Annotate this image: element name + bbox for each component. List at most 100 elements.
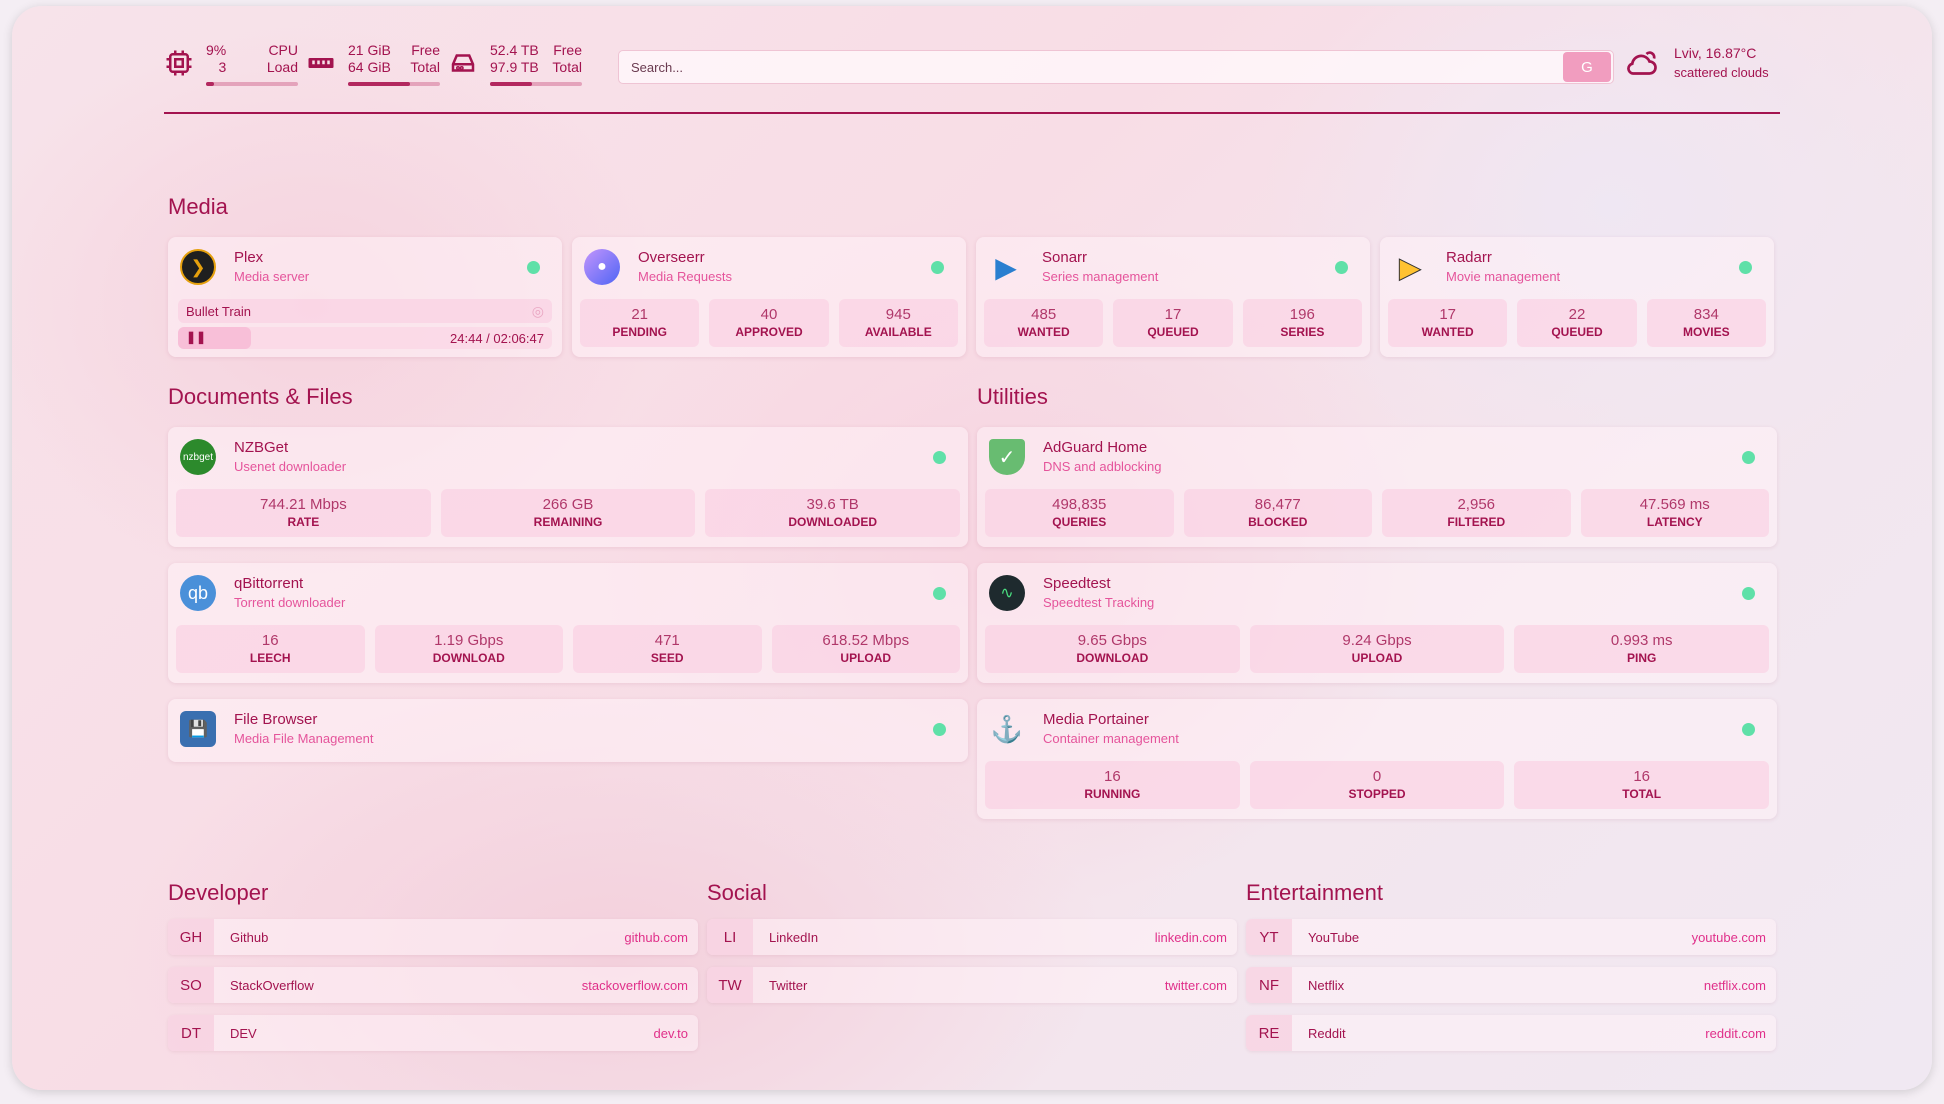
plex-card[interactable]: ❯ Plex Media server Bullet Train ◎ ❚❚ 24:44 / …	[168, 237, 562, 357]
stat-label: STOPPED	[1348, 787, 1406, 801]
stat-value: 1.19 Gbps	[434, 632, 504, 649]
stat-block: 47.569 ms LATENCY	[1580, 489, 1769, 537]
stat-block: 266 GB REMAINING	[440, 489, 696, 537]
stat-label: APPROVED	[735, 325, 803, 339]
memory-bar	[348, 82, 440, 86]
stat-label: TOTAL	[1622, 787, 1662, 801]
overseerr-card[interactable]: ● Overseerr Media Requests 21 PENDING 40 APPRO…	[572, 237, 966, 357]
stat-block: 0 STOPPED	[1249, 761, 1505, 809]
stat-block: 744.21 Mbps RATE	[176, 489, 431, 537]
cpu-widget: 9% 3 CPU Load	[164, 42, 298, 86]
cpu-label: CPU	[268, 42, 298, 58]
stat-value: 86,477	[1254, 496, 1301, 513]
stats-row: 16 LEECH 1.19 Gbps DOWNLOAD 471 SEED 618.52 Mb…	[176, 625, 960, 673]
qbittorrent-card[interactable]: qb qBittorrent Torrent downloader 16 LEECH 1.…	[168, 563, 968, 683]
service-description: Torrent downloader	[234, 595, 346, 610]
stat-label: FILTERED	[1447, 515, 1506, 529]
service-name[interactable]: NZBGet	[234, 439, 289, 456]
service-name[interactable]: AdGuard Home	[1043, 439, 1148, 456]
now-playing-title-row: Bullet Train ◎	[178, 299, 552, 323]
dashboard: 9% 3 CPU Load 21 GiB 64 GiB Free Total 52.4 TB…	[12, 6, 1932, 1090]
stat-block: 618.52 Mbps UPLOAD	[771, 625, 960, 673]
stat-value: 16	[261, 632, 279, 649]
service-name[interactable]: File Browser	[234, 711, 318, 728]
service-name[interactable]: Radarr	[1446, 249, 1492, 266]
nzbget-card[interactable]: nzbget NZBGet Usenet downloader 744.21 Mbps…	[168, 427, 968, 547]
media-info-icon[interactable]: ◎	[531, 302, 544, 319]
service-name[interactable]: qBittorrent	[234, 575, 304, 592]
bookmark-netflix[interactable]: NF Netflix netflix.com	[1246, 967, 1776, 1003]
section-media: Media	[168, 194, 228, 219]
stat-label: PING	[1627, 651, 1657, 665]
portainer-icon: ⚓	[990, 713, 1024, 744]
stat-label: REMAINING	[533, 515, 603, 529]
bookmark-linkedin[interactable]: LI LinkedIn linkedin.com	[707, 919, 1237, 955]
stat-label: SERIES	[1280, 325, 1325, 339]
bookmark-twitter[interactable]: TW Twitter twitter.com	[707, 967, 1237, 1003]
stat-block: 21 PENDING	[580, 299, 700, 347]
stat-value: 2,956	[1457, 496, 1496, 513]
bookmark-abbr-icon: GH	[168, 919, 214, 955]
service-name[interactable]: Plex	[234, 249, 264, 266]
stat-value: 21	[631, 306, 648, 323]
stat-value: 0	[1372, 768, 1382, 785]
service-name[interactable]: Speedtest	[1043, 575, 1111, 592]
stat-label: WANTED	[1421, 325, 1474, 339]
stat-value: 471	[654, 632, 680, 649]
service-name[interactable]: Sonarr	[1042, 249, 1088, 266]
status-indicator	[1742, 451, 1755, 464]
stat-value: 498,835	[1052, 496, 1107, 513]
radarr-card[interactable]: ▶ Radarr Movie management 17 WANTED 22 QUEUED 8…	[1380, 237, 1774, 357]
section-utilities: Utilities	[977, 384, 1048, 409]
stat-value: 16	[1633, 768, 1651, 785]
bookmark-name: YouTube	[1308, 929, 1360, 945]
stat-label: DOWNLOAD	[1076, 651, 1149, 665]
memory-total: 64 GiB	[348, 59, 391, 75]
media-portainer-card[interactable]: ⚓ Media Portainer Container management 16 RU…	[977, 699, 1777, 819]
bookmark-url: linkedin.com	[1154, 929, 1227, 945]
service-name[interactable]: Media Portainer	[1043, 711, 1149, 728]
bookmark-dev[interactable]: DT DEV dev.to	[168, 1015, 698, 1051]
playback-time: 24:44 / 02:06:47	[450, 331, 544, 346]
bookmark-url: reddit.com	[1705, 1025, 1766, 1041]
file-browser-card[interactable]: 💾 File Browser Media File Management	[168, 699, 968, 762]
search-engine-button[interactable]: G	[1563, 52, 1611, 82]
bookmark-reddit[interactable]: RE Reddit reddit.com	[1246, 1015, 1776, 1051]
stat-label: DOWNLOADED	[788, 515, 878, 529]
disk-icon	[451, 54, 475, 72]
bookmark-github[interactable]: GH Github github.com	[168, 919, 698, 955]
stat-label: UPLOAD	[1351, 651, 1403, 665]
bookmark-abbr-icon: SO	[168, 967, 214, 1003]
stat-block: 16 LEECH	[176, 625, 365, 673]
adguard-home-card[interactable]: ✓ AdGuard Home DNS and adblocking 498,835 QU…	[977, 427, 1777, 547]
stat-block: 196 SERIES	[1242, 299, 1362, 347]
bookmark-stackoverflow[interactable]: SO StackOverflow stackoverflow.com	[168, 967, 698, 1003]
status-indicator	[933, 451, 946, 464]
bookmark-name: Github	[230, 929, 269, 945]
stat-block: 945 AVAILABLE	[838, 299, 958, 347]
bookmark-youtube[interactable]: YT YouTube youtube.com	[1246, 919, 1776, 955]
search-input[interactable]	[619, 59, 1563, 75]
playback-progress[interactable]: ❚❚ 24:44 / 02:06:47	[178, 327, 552, 349]
nzbget-icon: nzbget	[180, 439, 216, 475]
status-indicator	[931, 261, 944, 274]
service-name[interactable]: Overseerr	[638, 249, 705, 266]
stat-value: 945	[885, 306, 911, 323]
bookmark-abbr-icon: LI	[707, 919, 753, 955]
disk-widget: 52.4 TB 97.9 TB Free Total	[448, 42, 582, 86]
stat-label: UPLOAD	[840, 651, 892, 665]
weather-location: Lviv, 16.87°C	[1674, 45, 1757, 61]
load-label: Load	[266, 59, 298, 75]
stat-value: 834	[1693, 306, 1719, 323]
stat-value: 266 GB	[542, 496, 594, 513]
bookmark-abbr-icon: NF	[1246, 967, 1292, 1003]
stat-label: DOWNLOAD	[432, 651, 505, 665]
speedtest-card[interactable]: ∿ Speedtest Speedtest Tracking 9.65 Gbps DOW…	[977, 563, 1777, 683]
pause-icon[interactable]: ❚❚	[186, 330, 207, 344]
stat-block: 2,956 FILTERED	[1382, 489, 1571, 537]
sonarr-card[interactable]: ▶ Sonarr Series management 485 WANTED 17 QUEUE…	[976, 237, 1370, 357]
disk-bar	[490, 82, 582, 86]
stats-row: 16 RUNNING 0 STOPPED 16 TOTAL	[985, 761, 1770, 809]
speedtest-icon: ∿	[989, 575, 1025, 611]
stats-row: 744.21 Mbps RATE 266 GB REMAINING 39.6 TB DOW…	[176, 489, 961, 537]
